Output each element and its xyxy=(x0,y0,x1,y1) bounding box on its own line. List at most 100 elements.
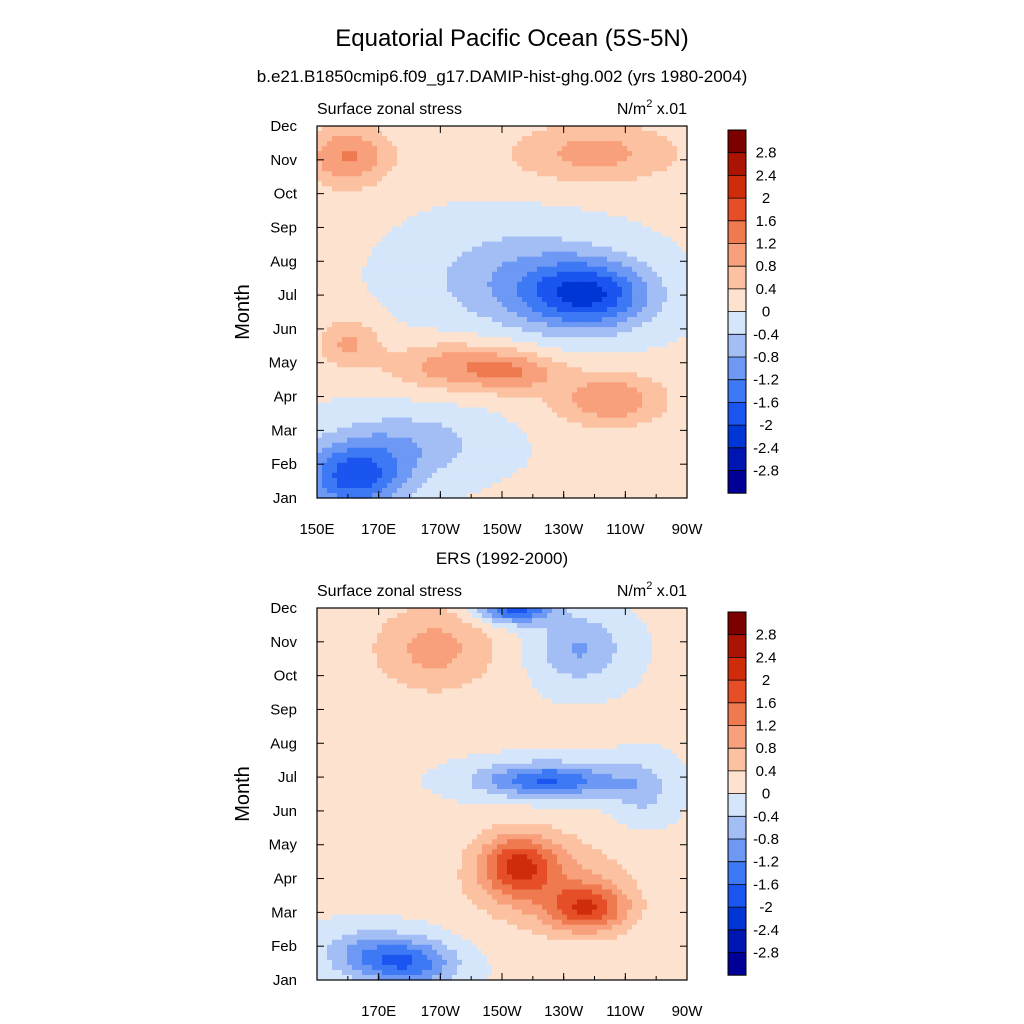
contour-cell xyxy=(487,392,493,399)
contour-cell xyxy=(517,286,523,293)
contour-cell xyxy=(352,161,358,167)
contour-cell xyxy=(627,417,633,424)
contour-cell xyxy=(517,281,523,288)
contour-cell xyxy=(617,226,623,233)
contour-cell xyxy=(627,276,633,283)
contour-cell xyxy=(527,156,533,162)
contour-cell xyxy=(367,176,373,182)
contour-cell xyxy=(397,342,403,348)
contour-cell xyxy=(567,412,573,419)
contour-cell xyxy=(482,261,488,268)
contour-cell xyxy=(477,181,483,187)
contour-cell xyxy=(327,387,333,394)
contour-cell xyxy=(617,387,623,394)
contour-cell xyxy=(487,407,493,414)
contour-cell xyxy=(672,387,678,394)
contour-cell xyxy=(507,352,513,358)
contour-cell xyxy=(677,412,683,419)
contour-cell xyxy=(437,186,443,192)
contour-cell xyxy=(447,462,453,469)
contour-cell xyxy=(402,221,408,228)
contour-cell xyxy=(567,362,573,368)
contour-cell xyxy=(602,312,608,318)
contour-cell xyxy=(422,136,428,142)
contour-cell xyxy=(412,447,418,454)
contour-cell xyxy=(367,181,373,187)
contour-cell xyxy=(342,362,348,368)
contour-cell xyxy=(572,141,578,147)
contour-cell xyxy=(587,221,593,228)
contour-cell xyxy=(502,156,508,162)
contour-cell xyxy=(622,291,628,298)
contour-cell xyxy=(682,352,688,358)
contour-cell xyxy=(377,261,383,268)
contour-cell xyxy=(382,276,388,283)
contour-cell xyxy=(632,352,638,358)
contour-cell xyxy=(427,146,433,152)
contour-cell xyxy=(557,337,563,343)
contour-cell xyxy=(512,362,518,368)
contour-cell xyxy=(492,221,498,228)
contour-cell xyxy=(612,201,618,208)
contour-cell xyxy=(517,176,523,182)
contour-cell xyxy=(652,246,658,253)
contour-cell xyxy=(487,131,493,137)
contour-cell xyxy=(452,387,458,394)
contour-cell xyxy=(572,362,578,368)
contour-cell xyxy=(392,256,398,263)
contour-cell xyxy=(612,392,618,399)
contour-cell xyxy=(342,342,348,348)
contour-cell xyxy=(562,226,568,233)
contour-cell xyxy=(642,296,648,303)
contour-cell xyxy=(632,136,638,142)
contour-cell xyxy=(607,296,613,303)
contour-cell xyxy=(392,447,398,454)
contour-cell xyxy=(427,442,433,449)
contour-cell xyxy=(392,151,398,157)
contour-cell xyxy=(437,181,443,187)
contour-cell xyxy=(377,387,383,394)
contour-cell xyxy=(327,276,333,283)
contour-cell xyxy=(632,216,638,223)
contour-cell xyxy=(362,151,368,157)
contour-cell xyxy=(467,236,473,243)
contour-cell xyxy=(437,457,443,464)
contour-cell xyxy=(492,226,498,233)
contour-cell xyxy=(397,387,403,394)
contour-cell xyxy=(602,306,608,313)
contour-cell xyxy=(457,226,463,233)
contour-cell xyxy=(437,437,443,444)
contour-cell xyxy=(467,126,473,132)
contour-cell xyxy=(467,332,473,338)
contour-cell xyxy=(432,286,438,293)
contour-cell xyxy=(477,236,483,243)
contour-cell xyxy=(437,206,443,213)
contour-cell xyxy=(447,402,453,409)
contour-cell xyxy=(652,402,658,409)
contour-cell xyxy=(377,201,383,208)
contour-cell xyxy=(582,221,588,228)
contour-cell xyxy=(352,392,358,399)
contour-cell xyxy=(637,327,643,333)
contour-cell xyxy=(572,256,578,263)
contour-cell xyxy=(382,186,388,192)
contour-cell xyxy=(412,206,418,213)
contour-cell xyxy=(392,296,398,303)
contour-cell xyxy=(512,286,518,293)
contour-cell xyxy=(472,367,478,373)
contour-cell xyxy=(482,231,488,238)
contour-cell xyxy=(597,161,603,167)
contour-cell xyxy=(367,156,373,162)
contour-cell xyxy=(577,422,583,429)
contour-cell xyxy=(337,402,343,409)
contour-cell xyxy=(557,286,563,293)
contour-cell xyxy=(502,387,508,394)
contour-cell xyxy=(412,452,418,459)
contour-cell xyxy=(457,181,463,187)
contour-cell xyxy=(372,256,378,263)
contour-cell xyxy=(487,286,493,293)
contour-cell xyxy=(477,447,483,454)
contour-cell xyxy=(367,432,373,439)
contour-cell xyxy=(357,437,363,444)
contour-cell xyxy=(377,432,383,439)
